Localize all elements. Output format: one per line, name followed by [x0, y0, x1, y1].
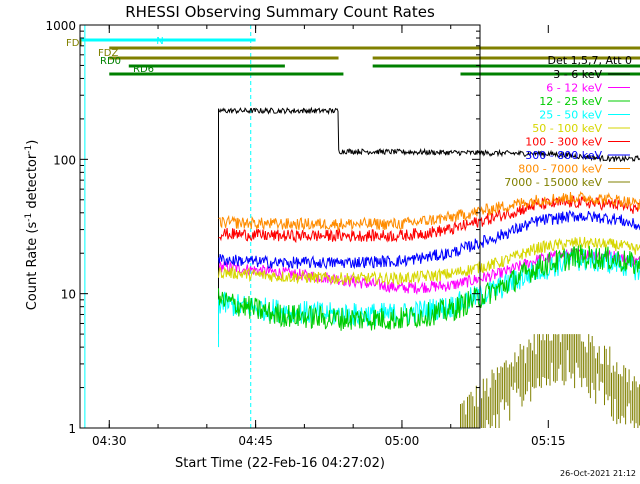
flag-bar-label-rd6: RD6	[133, 64, 154, 75]
y-axis-label-main: Count Rate (s	[25, 222, 40, 311]
x-axis-label: Start Time (22-Feb-16 04:27:02)	[175, 456, 385, 471]
flag-bar-n-segment-1	[80, 39, 256, 42]
legend-label-800-7000-kev: 800 - 7000 keV	[518, 163, 602, 176]
chart-title: RHESSI Observing Summary Count Rates	[125, 3, 435, 21]
footer-timestamp: 26-Oct-2021 21:12	[560, 469, 636, 478]
legend-header: Det 1,5,7, Att 0	[548, 54, 632, 67]
legend-label-100-300-kev: 100 - 300 keV	[525, 136, 602, 149]
flag-bar-label-n: N	[156, 36, 163, 47]
y-axis-label-end: )	[25, 140, 40, 145]
y-tick-label-100: 100	[53, 153, 76, 167]
y-axis-label-middle: detector	[25, 153, 40, 213]
y-tick-label-1: 1	[68, 422, 76, 436]
flag-bar-label-rd0: RD0	[100, 56, 121, 67]
legend-label-7000-15000-kev: 7000 - 15000 keV	[504, 176, 602, 189]
flag-bar-fdz-segment-1	[109, 57, 338, 60]
legend-label-50-100-kev: 50 - 100 keV	[532, 122, 602, 135]
x-tick-label-0500: 05:00	[385, 434, 420, 448]
flag-bar-fdi-segment-1	[109, 47, 640, 50]
legend-label-25-50-kev: 25 - 50 keV	[539, 109, 602, 122]
legend-label-3-6-kev: 3 - 6 keV	[553, 68, 602, 81]
legend-label-12-25-kev: 12 - 25 keV	[539, 95, 602, 108]
legend-label-6-12-kev: 6 - 12 keV	[546, 82, 602, 95]
legend-label-300-800-kev: 300 - 800 keV	[525, 149, 602, 162]
x-tick-label-0430: 04:30	[92, 434, 127, 448]
y-tick-label-1000: 1000	[45, 19, 76, 33]
y-tick-label-10: 10	[61, 288, 76, 302]
y-axis-label-superscript-1: -1	[24, 213, 34, 222]
x-tick-label-0445: 04:45	[238, 434, 273, 448]
y-axis-label: Count Rate (s-1 detector-1)	[24, 140, 40, 311]
y-axis-label-superscript-2: -1	[24, 145, 34, 154]
x-tick-label-0515: 05:15	[531, 434, 566, 448]
